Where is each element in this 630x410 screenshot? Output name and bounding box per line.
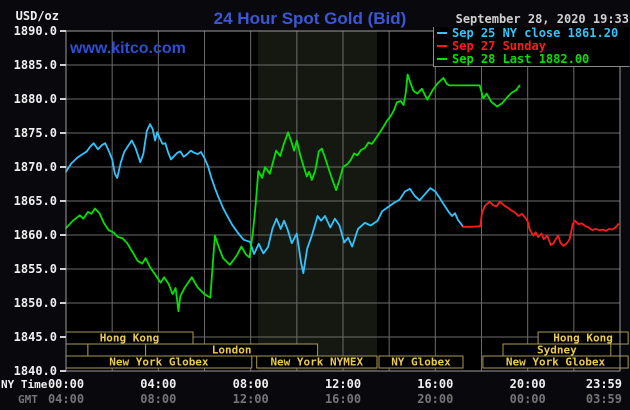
page-title: 24 Hour Spot Gold (Bid)	[214, 9, 407, 28]
x-tick-label: 12:00	[325, 377, 361, 391]
legend-label-sep28: Sep 28 Last 1882.00	[452, 52, 589, 66]
session-label: New York Globex	[109, 356, 209, 369]
y-tick-mark	[60, 98, 66, 100]
y-tick-label: 1845.0	[14, 330, 57, 344]
price-line-sep28	[65, 73, 521, 313]
y-tick-mark	[60, 234, 66, 236]
y-tick-mark	[60, 30, 66, 32]
session-box	[378, 355, 464, 369]
legend-box	[433, 27, 629, 67]
session-label: New York Globex	[506, 356, 606, 369]
y-tick-mark	[60, 166, 66, 168]
x-tick-label: 08:00	[140, 392, 176, 406]
x-axis: 00:00 04:00 08:00 12:00 16:00 20:00 23:5904:00…	[48, 377, 622, 406]
price-line-sep25	[65, 123, 464, 275]
session-box	[87, 343, 147, 357]
session-label: Sydney	[537, 344, 577, 357]
x-tick-label: 20:00	[510, 377, 546, 391]
y-tick-mark	[60, 302, 66, 304]
y-tick-mark	[60, 336, 66, 338]
session-box	[256, 355, 378, 369]
x-tick-label: 04:00	[48, 392, 84, 406]
session-label: London	[212, 344, 252, 357]
x-tick-label: 03:59	[586, 392, 622, 406]
y-tick-label: 1885.0	[14, 58, 57, 72]
gridlines	[66, 31, 620, 371]
y-tick-mark	[60, 370, 66, 372]
x-tick-label: 04:00	[140, 377, 176, 391]
session-label: Hong Kong	[553, 332, 613, 345]
y-tick-mark	[60, 268, 66, 270]
kitco-watermark-link[interactable]: www.kitco.com	[69, 40, 186, 57]
legend-label-sep25: Sep 25 NY close 1861.20	[452, 26, 618, 40]
price-line-sep27	[462, 200, 620, 247]
x-tick-label: 00:00	[510, 392, 546, 406]
y-tick-label: 1860.0	[14, 228, 57, 242]
legend-box-border	[433, 27, 630, 67]
x-tick-label: 12:00	[233, 392, 269, 406]
x-tick-label: 20:00	[417, 392, 453, 406]
y-tick-label: 1865.0	[14, 194, 57, 208]
x-tick-label: 00:00	[48, 377, 84, 391]
y-axis: 1890.0 1885.0 1880.0 1875.0 1870.0 1865.0 1860…	[14, 24, 66, 378]
x-axis-row-label-gmt: GMT	[18, 393, 38, 406]
y-tick-mark	[60, 64, 66, 66]
y-tick-label: 1840.0	[14, 364, 57, 378]
session-label: NY Globex	[391, 356, 451, 369]
y-tick-label: 1850.0	[14, 296, 57, 310]
legend-label-sep27: Sep 27 Sunday	[452, 39, 546, 53]
session-label: Hong Kong	[100, 332, 160, 345]
y-tick-label: 1890.0	[14, 24, 57, 38]
y-tick-label: 1870.0	[14, 160, 57, 174]
session-box	[482, 355, 629, 369]
y-tick-label: 1875.0	[14, 126, 57, 140]
x-tick-label: 16:00	[417, 377, 453, 391]
y-tick-mark	[60, 132, 66, 134]
session-label: New York NYMEX	[270, 356, 363, 369]
units-label: USD/oz	[16, 9, 59, 23]
price-lines	[65, 73, 620, 313]
x-tick-label: 23:59	[586, 377, 622, 391]
x-axis-row-label-ny-time: NY Time	[1, 378, 48, 391]
session-box	[65, 343, 89, 357]
y-tick-label: 1880.0	[14, 92, 57, 106]
y-tick-label: 1855.0	[14, 262, 57, 276]
timestamp: September 28, 2020 19:33	[456, 12, 629, 26]
x-tick-label: 16:00	[325, 392, 361, 406]
x-tick-label: 08:00	[233, 377, 269, 391]
y-tick-mark	[60, 200, 66, 202]
